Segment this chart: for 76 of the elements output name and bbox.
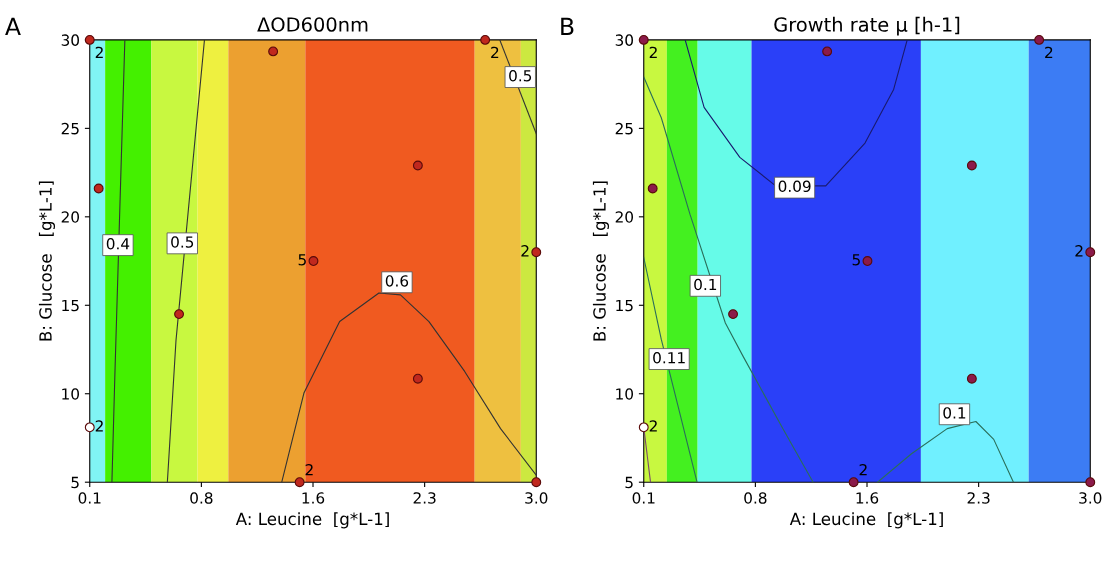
annotation: 2 [305, 463, 313, 476]
annotation: 0.11 [653, 351, 685, 364]
line-series [643, 76, 814, 483]
y-tick-label: 20 [61, 211, 80, 223]
x-tick-label: 3.0 [525, 492, 548, 504]
point [966, 373, 977, 384]
annotation: 0.6 [385, 275, 409, 287]
annotation: 2 [95, 46, 103, 59]
annotation: 5 [852, 254, 860, 266]
point [412, 160, 423, 171]
point [966, 160, 977, 171]
x-tick-label: 3.0 [1079, 492, 1102, 504]
point [728, 309, 738, 320]
point [268, 46, 279, 57]
line-series [876, 420, 1014, 483]
y-axis-title: B: Glucose [g*L-1] [38, 181, 56, 341]
x-tick-label: 1.6 [302, 492, 325, 504]
x-tick-label: 0.8 [744, 492, 767, 504]
annotation: 2 [491, 46, 499, 59]
point [647, 183, 658, 194]
y-tick-label: 25 [615, 122, 633, 135]
point [531, 247, 542, 258]
y-tick-label: 10 [616, 388, 634, 400]
point [638, 34, 649, 45]
x-axis-title: A: Leucine [g*L-1] [789, 512, 943, 529]
text: A [5, 17, 21, 35]
annotation: 2 [649, 46, 657, 59]
point [862, 256, 873, 266]
y-tick-label: 5 [71, 476, 79, 489]
x-tick-label: 1.6 [856, 492, 879, 504]
y-tick-label: 30 [615, 34, 634, 46]
point [174, 309, 184, 320]
x-tick-label: 0.1 [632, 492, 655, 504]
x-tick-label: 0.8 [190, 492, 213, 504]
y-tick-label: 15 [616, 299, 633, 312]
chart-title: ΔOD600nm [257, 17, 368, 32]
annotation: 2 [1045, 46, 1053, 59]
annotation: 2 [859, 463, 867, 476]
annotation: 0.1 [943, 407, 966, 419]
point [308, 256, 319, 266]
x-axis-title: A: Leucine [g*L-1] [235, 512, 389, 529]
annotation: 0.5 [171, 236, 194, 248]
y-tick-label: 30 [61, 34, 80, 46]
point [1034, 34, 1045, 45]
point [1085, 477, 1096, 488]
point [531, 477, 542, 488]
y-tick-label: 15 [62, 299, 79, 312]
text: B [561, 17, 574, 35]
annotation: 2 [1075, 245, 1083, 257]
point [84, 34, 95, 45]
y-axis-title: B: Glucose [g*L-1] [592, 181, 610, 341]
annotation: 0.4 [106, 238, 130, 250]
point [480, 34, 491, 45]
x-tick-label: 0.1 [78, 492, 101, 504]
point [84, 422, 95, 433]
x-tick-label: 2.3 [967, 492, 990, 504]
y-tick-label: 10 [62, 388, 80, 400]
point [848, 477, 859, 488]
point [1085, 247, 1096, 258]
annotation: 2 [521, 245, 529, 257]
annotation: 0.09 [778, 180, 811, 193]
point [93, 183, 104, 194]
y-tick-label: 20 [615, 211, 634, 223]
chart-title: Growth rate μ [h-1] [774, 16, 960, 36]
x-tick-label: 2.3 [413, 492, 436, 504]
annotation: 2 [95, 420, 103, 432]
annotation: 0.1 [694, 278, 717, 291]
annotation: 0.5 [509, 69, 532, 82]
annotation: 2 [649, 420, 657, 432]
point [638, 422, 649, 433]
point [412, 373, 423, 384]
point [822, 46, 833, 57]
point [294, 477, 305, 488]
y-tick-label: 25 [61, 122, 79, 135]
annotation: 5 [298, 254, 306, 266]
y-tick-label: 5 [625, 476, 633, 489]
